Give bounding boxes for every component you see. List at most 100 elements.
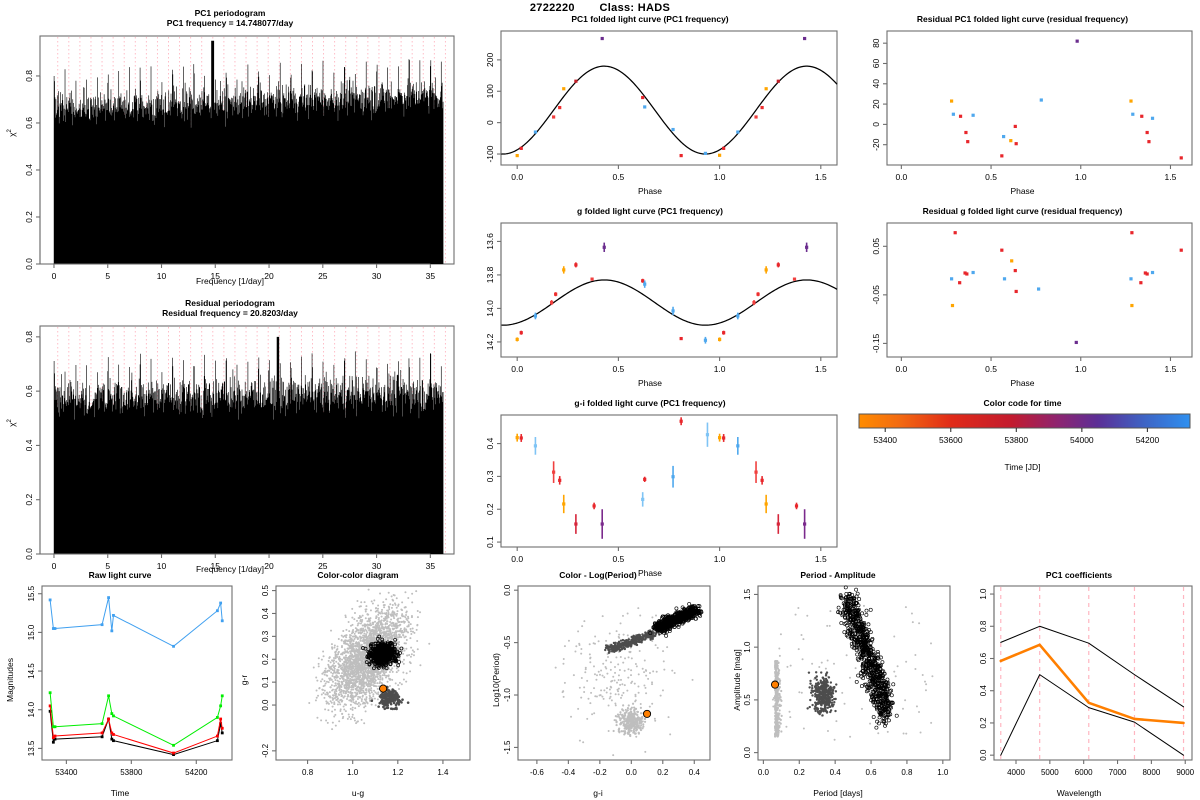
pc1-coefficients-xlabel: Wavelength — [1056, 788, 1102, 798]
svg-text:0.5: 0.5 — [612, 554, 624, 564]
svg-text:25: 25 — [318, 561, 328, 571]
svg-text:20: 20 — [871, 99, 881, 109]
svg-text:0.5: 0.5 — [612, 364, 624, 374]
svg-text:0.5: 0.5 — [261, 584, 270, 596]
svg-text:0: 0 — [52, 561, 57, 571]
svg-text:5: 5 — [105, 561, 110, 571]
svg-text:0.0: 0.0 — [24, 548, 34, 560]
svg-text:0.0: 0.0 — [261, 699, 270, 711]
svg-text:-100: -100 — [485, 145, 495, 162]
svg-text:14.5: 14.5 — [27, 663, 36, 679]
svg-text:0.8: 0.8 — [24, 70, 34, 82]
gi-folded-panel: g-i folded light curve (PC1 frequency) 0… — [455, 398, 845, 588]
svg-text:15: 15 — [211, 271, 221, 281]
color-color-xlabel: u-g — [351, 788, 365, 798]
svg-text:5: 5 — [105, 271, 110, 281]
svg-text:0.4: 0.4 — [261, 607, 270, 619]
residual-periodogram-subtitle: Residual frequency = 20.8203/day — [162, 308, 298, 318]
residual-periodogram-plot: 0 5 10 15 20 25 30 35 0.0 0.2 0.4 0.6 0.8 — [24, 325, 455, 571]
svg-text:0.2: 0.2 — [261, 653, 270, 665]
svg-text:1.0: 1.0 — [347, 768, 359, 777]
svg-text:0.2: 0.2 — [24, 211, 34, 223]
pc1-folded-panel: PC1 folded light curve (PC1 frequency) 0… — [455, 14, 845, 204]
svg-text:1.0: 1.0 — [714, 172, 726, 182]
svg-text:0.5: 0.5 — [985, 364, 997, 374]
svg-text:30: 30 — [372, 561, 382, 571]
color-logperiod-ylabel: Log10(Period) — [491, 653, 501, 707]
gi-folded-xlabel: Phase — [637, 568, 663, 578]
raw-light-curve-xlabel: Time — [110, 788, 130, 798]
svg-text:53400: 53400 — [55, 768, 78, 777]
page-title: 2722220 Class: HADS — [0, 2, 1200, 14]
period-amplitude-plot: 0.0 0.2 0.4 0.6 0.8 1.00.00.51.01.5 — [743, 585, 951, 777]
residual-g-folded-xlabel: Phase — [1010, 378, 1035, 388]
gi-folded-plot: 0.0 0.5 1.0 1.5 0.1 0.2 0.3 0.4 — [485, 414, 838, 564]
object-id: 2722220 — [529, 2, 575, 14]
svg-text:0.3: 0.3 — [261, 630, 270, 642]
pc1-coefficients-panel: PC1 coefficients 4000 5000 6000 7000 8000 900… — [958, 570, 1200, 800]
svg-text:0.1: 0.1 — [485, 536, 495, 548]
residual-pc1-folded-title: Residual PC1 folded light curve (residua… — [916, 14, 1129, 24]
period-amplitude-xlabel: Period [days] — [813, 788, 863, 798]
residual-g-folded-panel: Residual g folded light curve (residual … — [845, 206, 1200, 396]
pc1-coefficients-title: PC1 coefficients — [1045, 570, 1113, 580]
svg-text:-0.05: -0.05 — [871, 285, 881, 305]
svg-text:0.1: 0.1 — [261, 676, 270, 688]
svg-text:0.0: 0.0 — [895, 172, 907, 182]
residual-periodogram-panel: Residual periodogram Residual frequency … — [0, 298, 460, 588]
svg-text:1.0: 1.0 — [1075, 364, 1087, 374]
pc1-periodogram-panel: PC1 periodogram PC1 frequency = 14.74807… — [0, 8, 460, 298]
raw-light-curve-plot: 53400 53800 54200 13.5 14.0 14.5 15.0 15.5 — [27, 585, 233, 777]
pc1-folded-title: PC1 folded light curve (PC1 frequency) — [571, 14, 729, 24]
svg-text:53400: 53400 — [873, 435, 897, 445]
svg-text:0.5: 0.5 — [985, 172, 997, 182]
residual-periodogram-xlabel: Frequency [1/day] — [195, 564, 265, 574]
color-logperiod-plot: -0.6 -0.4 -0.2 0.0 0.2 0.4-1.5-1.0-0.50.0 — [503, 584, 711, 777]
raw-light-curve-panel: Raw light curve 53400 53800 54200 13.5 14.0 1… — [0, 570, 240, 800]
gi-folded-title: g-i folded light curve (PC1 frequency) — [574, 398, 726, 408]
period-amplitude-title: Period - Amplitude — [800, 570, 876, 580]
colorbar-gradient: 53400 53600 53800 54000 54200 — [858, 413, 1191, 445]
residual-g-folded-title: Residual g folded light curve (residual … — [922, 206, 1123, 216]
svg-text:15: 15 — [211, 561, 221, 571]
pc1-coefficients-plot: 4000 5000 6000 7000 8000 90000.00.20.40.60.81… — [979, 585, 1195, 777]
svg-text:0.6: 0.6 — [24, 117, 34, 129]
pc1-periodogram-plot: 0 5 10 15 20 25 30 35 0.0 0.2 0.4 0.6 0.8 — [24, 35, 455, 281]
svg-text:0.4: 0.4 — [485, 437, 495, 449]
residual-periodogram-title: Residual periodogram — [185, 298, 275, 308]
color-logperiod-panel: Color - Log(Period) -0.6 -0.4 -0.2 0.0 0.2 0.… — [478, 570, 718, 800]
svg-text:13.6: 13.6 — [485, 233, 495, 250]
svg-text:10: 10 — [157, 271, 167, 281]
svg-text:-20: -20 — [871, 138, 881, 151]
pc1-periodogram-xlabel: Frequency [1/day] — [195, 276, 265, 286]
svg-text:-0.2: -0.2 — [261, 743, 270, 757]
svg-text:54200: 54200 — [185, 768, 208, 777]
color-color-plot: 0.8 1.0 1.2 1.4 -0.2 0.0 0.1 0.2 0.3 0.4 0.5 — [261, 584, 471, 777]
pc1-periodogram-ylabel: χ2 — [7, 129, 17, 137]
residual-g-folded-plot: 0.0 0.5 1.0 1.5 -0.15 -0.05 0.05 — [871, 222, 1193, 374]
svg-text:53600: 53600 — [939, 435, 963, 445]
g-folded-title: g folded light curve (PC1 frequency) — [577, 206, 723, 216]
residual-pc1-folded-panel: Residual PC1 folded light curve (residua… — [845, 14, 1200, 204]
svg-text:0.2: 0.2 — [485, 503, 495, 515]
svg-text:1.0: 1.0 — [714, 554, 726, 564]
object-class: Class: HADS — [599, 2, 671, 14]
g-folded-plot: 0.0 0.5 1.0 1.5 13.6 13.8 14.0 14.2 — [485, 222, 838, 374]
svg-text:20: 20 — [264, 561, 274, 571]
svg-text:0.0: 0.0 — [511, 554, 523, 564]
svg-text:10: 10 — [157, 561, 167, 571]
svg-text:0.05: 0.05 — [871, 238, 881, 255]
svg-text:20: 20 — [264, 271, 274, 281]
svg-text:60: 60 — [871, 58, 881, 68]
residual-pc1-folded-xlabel: Phase — [1010, 186, 1035, 196]
pc1-periodogram-title: PC1 periodogram — [194, 8, 266, 18]
colorbar-panel: Color code for time 53400 53600 53800 54000… — [845, 398, 1200, 508]
color-logperiod-title: Color - Log(Period) — [559, 570, 637, 580]
period-amplitude-ylabel: Amplitude [mag] — [732, 649, 742, 711]
svg-text:53800: 53800 — [120, 768, 143, 777]
svg-text:1.0: 1.0 — [1075, 172, 1087, 182]
color-logperiod-xlabel: g-i — [593, 788, 603, 798]
svg-text:200: 200 — [485, 53, 495, 67]
colorbar-title: Color code for time — [983, 398, 1062, 408]
svg-text:0.8: 0.8 — [302, 768, 314, 777]
